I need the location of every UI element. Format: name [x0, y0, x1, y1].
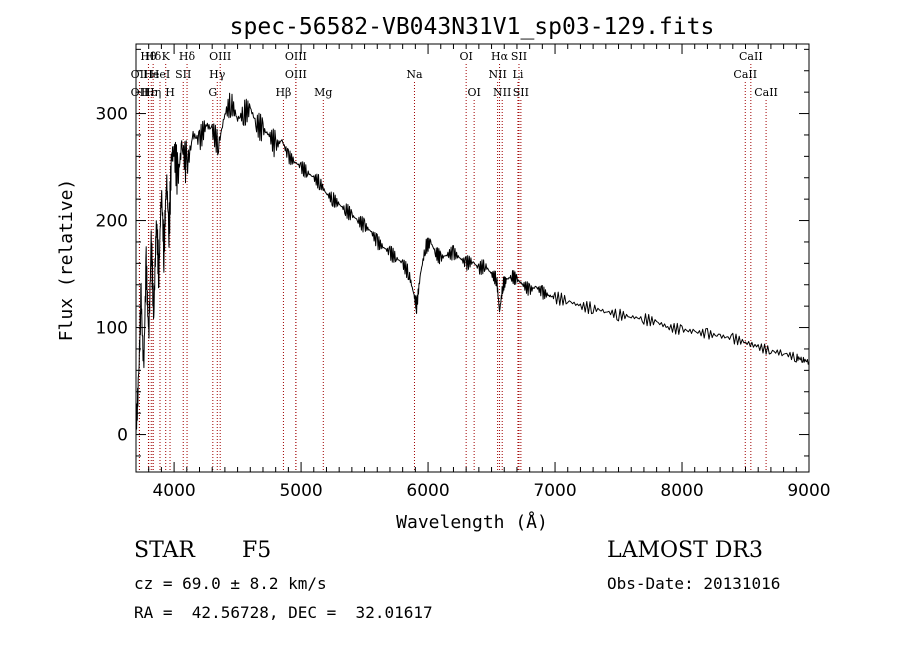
- flux-line: [135, 92, 810, 435]
- velocity-readout: cz = 69.0 ± 8.2 km/s: [134, 574, 327, 593]
- line-marker-label: Hε: [141, 86, 157, 99]
- line-marker-label: H: [165, 86, 175, 99]
- line-marker-label: Li: [513, 68, 524, 81]
- y-tick-label: 100: [96, 319, 128, 339]
- line-marker-label: Hη: [145, 86, 161, 99]
- line-marker-label: CaII: [733, 68, 757, 81]
- line-marker-label: OIII: [285, 68, 307, 81]
- line-marker-label: SII: [175, 68, 191, 81]
- y-tick-label: 0: [117, 426, 128, 446]
- line-marker-label: Hδ: [179, 50, 196, 63]
- line-marker-label: SII: [513, 86, 529, 99]
- x-axis-label: Wavelength (Å): [396, 511, 548, 533]
- y-tick-label: 200: [96, 212, 128, 232]
- line-marker-label: OII: [131, 68, 149, 81]
- line-marker-label: SII: [511, 50, 527, 63]
- axes: 4000 5000 6000 7000 8000 9000 0 100 200 300: [96, 44, 831, 501]
- line-marker-label: CaII: [739, 50, 763, 63]
- line-marker-label: HeI: [150, 68, 170, 81]
- line-marker-label: Hθ: [140, 50, 157, 63]
- line-marker-label: Hδ: [145, 50, 162, 63]
- line-marker-label: He: [143, 68, 159, 81]
- flux-series: [135, 92, 810, 435]
- object-subclass: F5: [242, 538, 272, 563]
- y-axis-label: Flux (relative): [56, 179, 77, 342]
- x-tick-label: 9000: [787, 481, 830, 501]
- x-tick-label: 5000: [279, 481, 322, 501]
- line-marker-label: Mg: [314, 86, 332, 99]
- x-tick-label: 6000: [406, 481, 449, 501]
- x-tick-label: 8000: [660, 481, 703, 501]
- line-marker-label: OI: [467, 86, 480, 99]
- obs-date: Obs-Date: 20131016: [607, 574, 781, 593]
- line-marker-label: OIII: [285, 50, 307, 63]
- line-marker-label: NII: [493, 86, 511, 99]
- line-marker-label: Hβ: [275, 86, 291, 99]
- line-marker-label: NII: [488, 68, 506, 81]
- survey-label: LAMOST DR3: [607, 538, 763, 563]
- coordinates-readout: RA = 42.56728, DEC = 32.01617: [134, 603, 433, 622]
- chart-title: spec-56582-VB043N31V1_sp03-129.fits: [230, 14, 715, 40]
- line-marker-label: OI: [459, 50, 472, 63]
- x-tick-label: 7000: [533, 481, 576, 501]
- y-tick-label: 300: [96, 105, 128, 125]
- object-class: STAR: [134, 538, 195, 563]
- x-tick-label: 4000: [152, 481, 195, 501]
- line-marker-label: CaII: [754, 86, 778, 99]
- line-marker-label: OIII: [209, 50, 231, 63]
- plot-frame: [135, 43, 810, 473]
- line-marker-label: Hγ: [209, 68, 226, 81]
- line-marker-label: K: [162, 50, 171, 63]
- line-marker-label: Hα: [491, 50, 509, 63]
- line-marker-label: G: [208, 86, 217, 99]
- line-marker-label: Na: [406, 68, 423, 81]
